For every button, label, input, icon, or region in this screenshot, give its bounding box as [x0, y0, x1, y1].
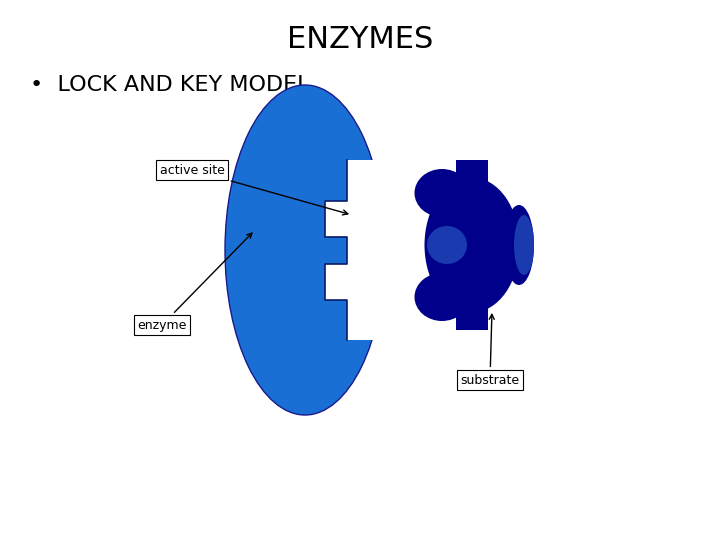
Ellipse shape — [504, 205, 534, 285]
Text: •  LOCK AND KEY MODEL: • LOCK AND KEY MODEL — [30, 75, 310, 95]
Ellipse shape — [425, 178, 520, 313]
Text: ENZYMES: ENZYMES — [287, 25, 433, 55]
Text: enzyme: enzyme — [138, 233, 252, 332]
Ellipse shape — [415, 169, 469, 217]
Ellipse shape — [514, 215, 534, 275]
Ellipse shape — [427, 226, 467, 264]
Polygon shape — [325, 160, 405, 340]
Ellipse shape — [225, 85, 385, 415]
Ellipse shape — [415, 273, 469, 321]
Text: active site: active site — [160, 164, 348, 215]
Text: substrate: substrate — [460, 314, 520, 387]
Bar — [456, 160, 488, 330]
